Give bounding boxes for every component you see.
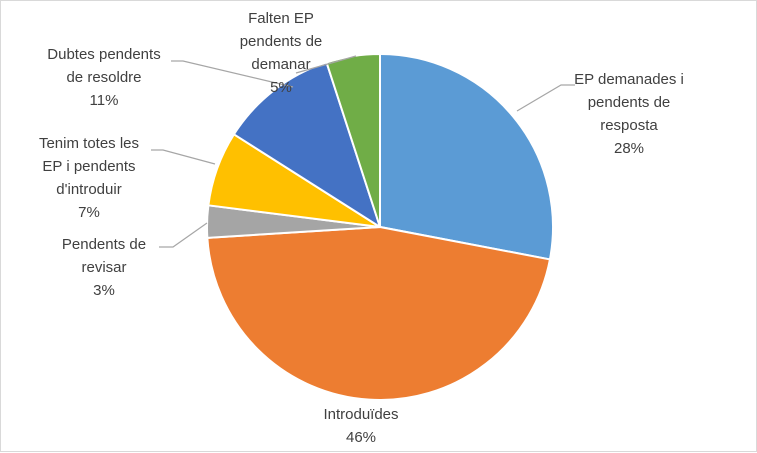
data-label-falten-ep: Falten EP pendents de demanar 5% xyxy=(239,10,323,96)
pie-slice-ep-demanades xyxy=(379,53,555,261)
pie-slice-introduides xyxy=(206,226,551,402)
data-label-ep-demanades: EP demanades i pendents de resposta 28% xyxy=(574,71,684,157)
pie-slice-falten-ep xyxy=(325,53,381,228)
data-label-dubtes-pendents: Dubtes pendents de resoldre 11% xyxy=(47,46,161,109)
data-label-introduides: Introduïdes 46% xyxy=(323,406,399,446)
data-label-pendents-revisar: Pendents de revisar 3% xyxy=(61,236,147,299)
leader-line-tenim-totes xyxy=(151,149,216,165)
pie-slice-dubtes-pendents xyxy=(232,61,381,228)
leader-line-dubtes-pendents xyxy=(171,60,294,88)
leader-line-ep-demanades xyxy=(516,84,575,112)
leader-line-falten-ep xyxy=(295,55,357,74)
leader-line-pendents-revisar xyxy=(159,222,208,248)
data-label-tenim-totes: Tenim totes les EP i pendents d'introdui… xyxy=(38,135,140,221)
